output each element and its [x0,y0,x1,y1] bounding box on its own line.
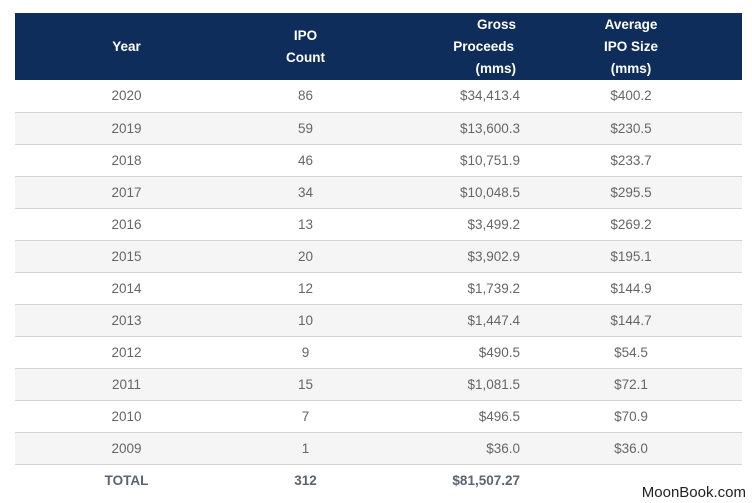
table-row: 2010 7 $496.5 $70.9 [15,400,742,433]
cell-ipo-count: 7 [238,400,373,433]
cell-year: 2020 [15,80,238,113]
table-header: Year IPO Count Gross Proceeds (mms) Aver… [15,13,742,80]
total-label: TOTAL [15,464,238,496]
cell-average-ipo-size: $54.5 [520,336,742,369]
cell-year: 2018 [15,144,238,177]
table-row: 2018 46 $10,751.9 $233.7 [15,144,742,177]
cell-average-ipo-size: $36.0 [520,432,742,465]
cell-ipo-count: 13 [238,208,373,241]
cell-gross-proceeds: $3,902.9 [373,240,520,273]
total-row: TOTAL 312 $81,507.27 [15,464,742,496]
cell-year: 2019 [15,112,238,145]
header-avg-line3: (mms) [610,60,652,76]
watermark: MoonBook.com [639,484,748,501]
table-row: 2020 86 $34,413.4 $400.2 [15,80,742,113]
header-gross-line1: Gross [476,16,516,32]
cell-gross-proceeds: $34,413.4 [373,80,520,113]
cell-year: 2015 [15,240,238,273]
cell-gross-proceeds: $10,048.5 [373,176,520,209]
table-row: 2009 1 $36.0 $36.0 [15,432,742,465]
table-row: 2015 20 $3,902.9 $195.1 [15,240,742,273]
ipo-table: Year IPO Count Gross Proceeds (mms) Aver… [15,13,742,496]
cell-gross-proceeds: $1,739.2 [373,272,520,305]
cell-gross-proceeds: $3,499.2 [373,208,520,241]
cell-ipo-count: 1 [238,432,373,465]
table-row: 2019 59 $13,600.3 $230.5 [15,112,742,145]
cell-year: 2010 [15,400,238,433]
cell-ipo-count: 59 [238,112,373,145]
cell-year: 2014 [15,272,238,305]
cell-gross-proceeds: $10,751.9 [373,144,520,177]
cell-ipo-count: 15 [238,368,373,401]
cell-gross-proceeds: $1,081.5 [373,368,520,401]
cell-average-ipo-size: $269.2 [520,208,742,241]
header-average-ipo-size: Average IPO Size (mms) [520,13,742,80]
cell-gross-proceeds: $496.5 [373,400,520,433]
cell-average-ipo-size: $400.2 [520,80,742,113]
cell-gross-proceeds: $490.5 [373,336,520,369]
cell-year: 2016 [15,208,238,241]
cell-ipo-count: 10 [238,304,373,337]
cell-ipo-count: 34 [238,176,373,209]
cell-year: 2017 [15,176,238,209]
cell-gross-proceeds: $13,600.3 [373,112,520,145]
header-count-line1: IPO [293,27,318,43]
cell-average-ipo-size: $230.5 [520,112,742,145]
cell-average-ipo-size: $70.9 [520,400,742,433]
cell-year: 2012 [15,336,238,369]
table-body: 2020 86 $34,413.4 $400.2 2019 59 $13,600.3 $230… [15,80,742,496]
cell-average-ipo-size: $295.5 [520,176,742,209]
table-row: 2013 10 $1,447.4 $144.7 [15,304,742,337]
header-avg-line1: Average [604,16,658,32]
cell-ipo-count: 12 [238,272,373,305]
table-row: 2011 15 $1,081.5 $72.1 [15,368,742,401]
cell-year: 2009 [15,432,238,465]
cell-average-ipo-size: $72.1 [520,368,742,401]
header-avg-line2: IPO Size [603,38,659,54]
header-count-line2: Count [286,49,325,65]
cell-average-ipo-size: $144.7 [520,304,742,337]
cell-year: 2011 [15,368,238,401]
header-gross-proceeds: Gross Proceeds (mms) [373,13,520,80]
cell-year: 2013 [15,304,238,337]
table-row: 2016 13 $3,499.2 $269.2 [15,208,742,241]
header-gross-line2: Proceeds [453,38,514,54]
cell-gross-proceeds: $1,447.4 [373,304,520,337]
cell-average-ipo-size: $195.1 [520,240,742,273]
table-row: 2017 34 $10,048.5 $295.5 [15,176,742,209]
total-gross: $81,507.27 [373,464,520,496]
table-row: 2012 9 $490.5 $54.5 [15,336,742,369]
cell-average-ipo-size: $144.9 [520,272,742,305]
header-year: Year [15,13,238,80]
header-gross-line3: (mms) [475,60,516,76]
cell-gross-proceeds: $36.0 [373,432,520,465]
cell-ipo-count: 9 [238,336,373,369]
cell-ipo-count: 20 [238,240,373,273]
header-row: Year IPO Count Gross Proceeds (mms) Aver… [15,13,742,80]
header-year-label: Year [112,38,141,54]
table-row: 2014 12 $1,739.2 $144.9 [15,272,742,305]
header-ipo-count: IPO Count [238,13,373,80]
total-count: 312 [238,464,373,496]
cell-ipo-count: 46 [238,144,373,177]
cell-ipo-count: 86 [238,80,373,113]
cell-average-ipo-size: $233.7 [520,144,742,177]
